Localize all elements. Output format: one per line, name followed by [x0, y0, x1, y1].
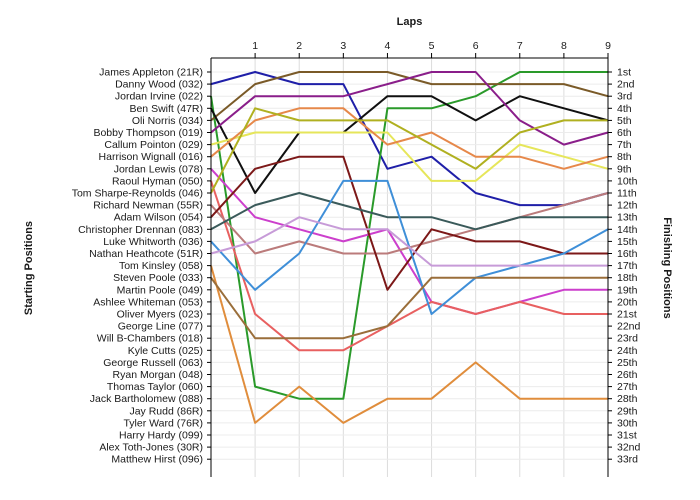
starting-position-label: Jordan Irvine (022) [115, 91, 203, 103]
series-line [210, 168, 608, 315]
finishing-position-label: 3rd [617, 91, 632, 103]
starting-position-label: Harrison Wignall (016) [99, 151, 203, 163]
finishing-position-label: 6th [617, 127, 632, 139]
starting-position-label: Thomas Taylor (060) [107, 381, 203, 393]
starting-position-label: Alex Toth-Jones (30R) [99, 442, 203, 454]
x-tick-label: 4 [385, 40, 391, 52]
series-line [210, 71, 609, 146]
x-tick-label: 9 [605, 40, 611, 52]
x-tick-label: 2 [296, 40, 302, 52]
finishing-position-label: 14th [617, 224, 638, 236]
finishing-position-label: 11th [617, 188, 637, 200]
finishing-position-label: 9th [617, 163, 632, 175]
series-line [210, 276, 608, 340]
starting-position-label: Steven Poole (033) [113, 272, 203, 284]
starting-position-label: Tom Kinsley (058) [119, 260, 203, 272]
series-line [210, 131, 609, 182]
finishing-position-label: 7th [617, 139, 632, 151]
starting-position-label: Christopher Drennan (083) [78, 224, 203, 236]
finishing-position-label: 27th [617, 381, 638, 393]
starting-position-label: Adam Wilson (054) [114, 212, 203, 224]
series-line [210, 71, 608, 400]
finishing-position-label: 28th [617, 393, 638, 405]
finishing-position-label: 33rd [617, 454, 638, 466]
series-line [210, 192, 608, 231]
series-line [210, 155, 608, 291]
finishing-position-label: 5th [617, 115, 632, 127]
finishing-position-label: 1st [617, 67, 631, 79]
starting-position-label: Danny Wood (032) [115, 79, 203, 91]
series-line [210, 216, 608, 267]
starting-position-label: Martin Poole (049) [117, 284, 203, 296]
starting-position-label: Ben Swift (47R) [129, 103, 203, 115]
finishing-position-label: 12th [617, 200, 638, 212]
y-axis-title-right: Finishing Positions [661, 217, 673, 318]
starting-position-label: Oliver Myers (023) [117, 309, 203, 321]
finishing-position-label: 17th [617, 260, 638, 272]
finishing-position-label: 24th [617, 345, 638, 357]
starting-position-label: Oli Norris (034) [132, 115, 203, 127]
starting-position-label: Tyler Ward (76R) [123, 417, 203, 429]
finishing-position-label: 4th [617, 103, 632, 115]
starting-position-label: Jack Bartholomew (088) [90, 393, 203, 405]
finishing-position-label: 21st [617, 309, 637, 321]
starting-position-label: Callum Pointon (029) [104, 139, 203, 151]
x-axis-title: Laps [397, 16, 423, 28]
starting-position-label: Nathan Heathcote (51R) [89, 248, 203, 260]
starting-position-label: Jay Rudd (86R) [129, 405, 203, 417]
series-line [210, 107, 608, 194]
finishing-position-label: 15th [617, 236, 638, 248]
finishing-position-label: 22nd [617, 321, 641, 333]
x-tick-label: 3 [340, 40, 346, 52]
finishing-position-label: 20th [617, 296, 638, 308]
finishing-position-label: 30th [617, 417, 638, 429]
x-tick-label: 7 [517, 40, 523, 52]
finishing-position-label: 31st [617, 430, 637, 442]
finishing-position-label: 19th [617, 284, 638, 296]
series-lines [210, 71, 609, 424]
starting-position-label: Matthew Hirst (096) [111, 454, 203, 466]
x-tick-label: 1 [252, 40, 258, 52]
starting-position-label: Kyle Cutts (025) [128, 345, 203, 357]
starting-position-label: Raoul Hyman (050) [112, 175, 203, 187]
starting-position-label: Tom Sharpe-Reynolds (046) [72, 188, 203, 200]
finishing-position-label: 8th [617, 151, 632, 163]
starting-position-label: George Line (077) [118, 321, 203, 333]
starting-position-label: Bobby Thompson (019) [93, 127, 203, 139]
axes [207, 53, 612, 477]
starting-position-label: Richard Newman (55R) [93, 200, 203, 212]
finishing-position-label: 29th [617, 405, 638, 417]
starting-position-label: George Russell (063) [103, 357, 203, 369]
starting-position-label: Ryan Morgan (048) [113, 369, 203, 381]
finishing-position-label: 18th [617, 272, 638, 284]
finishing-position-label: 13th [617, 212, 638, 224]
finishing-position-label: 25th [617, 357, 638, 369]
starting-position-label: Harry Hardy (099) [119, 430, 203, 442]
series-line [210, 107, 609, 170]
finishing-position-label: 23rd [617, 333, 638, 345]
finishing-position-label: 32nd [617, 442, 641, 454]
starting-position-label: Will B-Chambers (018) [97, 333, 203, 345]
labels: 1 2 3 4 5 6 7 8 9 James Appleton (21R)Danny Wood … [23, 16, 673, 466]
starting-position-label: James Appleton (21R) [99, 67, 203, 79]
y-axis-title-left: Starting Positions [23, 221, 35, 315]
finishing-position-label: 2nd [617, 79, 635, 91]
x-tick-label: 5 [429, 40, 435, 52]
finishing-position-label: 10th [617, 175, 638, 187]
x-tick-label: 6 [473, 40, 479, 52]
finishing-position-label: 26th [617, 369, 638, 381]
starting-position-label: Ashlee Whiteman (053) [93, 296, 203, 308]
series-line [210, 180, 608, 352]
finishing-position-label: 16th [617, 248, 638, 260]
starting-position-label: Luke Whitworth (036) [103, 236, 203, 248]
series-line [210, 265, 608, 424]
x-tick-label: 8 [561, 40, 567, 52]
starting-position-label: Jordan Lewis (078) [114, 163, 203, 175]
